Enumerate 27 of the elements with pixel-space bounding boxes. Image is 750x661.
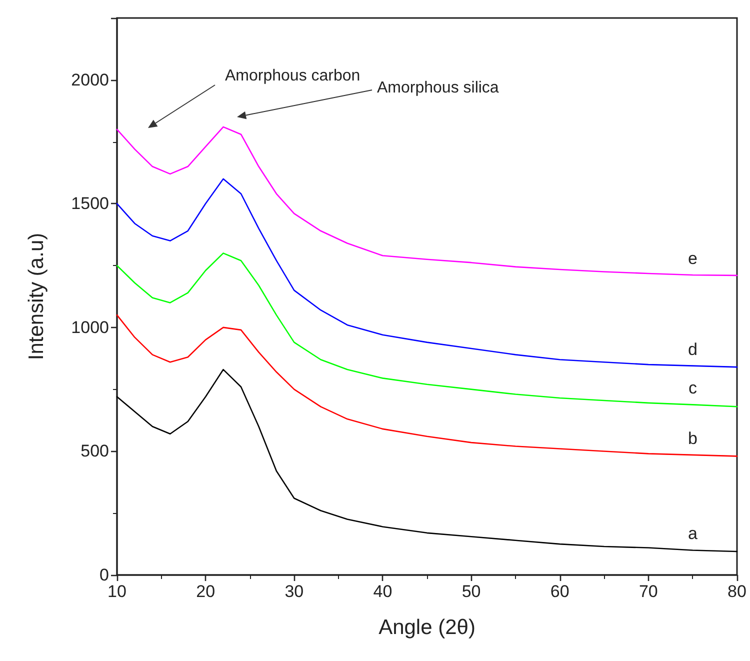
x-tick-label: 60 xyxy=(550,582,570,601)
line-series xyxy=(116,126,738,276)
annotation: Amorphous carbon xyxy=(225,68,360,84)
series-label: b xyxy=(688,428,698,448)
line-series xyxy=(116,252,738,408)
y-tick-label: 2000 xyxy=(71,70,109,90)
series-label: c xyxy=(688,378,698,398)
y-tick-label: 0 xyxy=(100,566,109,584)
line-series xyxy=(116,178,738,368)
series-label: e xyxy=(688,248,698,268)
y-tick-label: 500 xyxy=(80,442,109,461)
series-label: d xyxy=(688,340,698,359)
y-axis-title: Intensity (a.u) xyxy=(25,232,48,360)
x-tick-label: 50 xyxy=(462,582,481,601)
line-series xyxy=(116,368,738,552)
x-tick-label: 20 xyxy=(196,582,216,601)
annotation: Amorphous silica xyxy=(377,80,499,96)
y-tick-label: 1500 xyxy=(71,194,109,214)
x-tick-label: 10 xyxy=(108,582,126,601)
line-series xyxy=(116,314,738,457)
x-axis-title: Angle (2θ) xyxy=(378,616,476,639)
series-label: a xyxy=(688,524,698,544)
x-tick-label: 30 xyxy=(284,582,304,601)
y-tick-label: 1000 xyxy=(71,318,109,337)
x-tick-label: 80 xyxy=(728,582,746,601)
x-tick-label: 40 xyxy=(373,582,392,601)
x-tick-label: 70 xyxy=(638,582,658,601)
